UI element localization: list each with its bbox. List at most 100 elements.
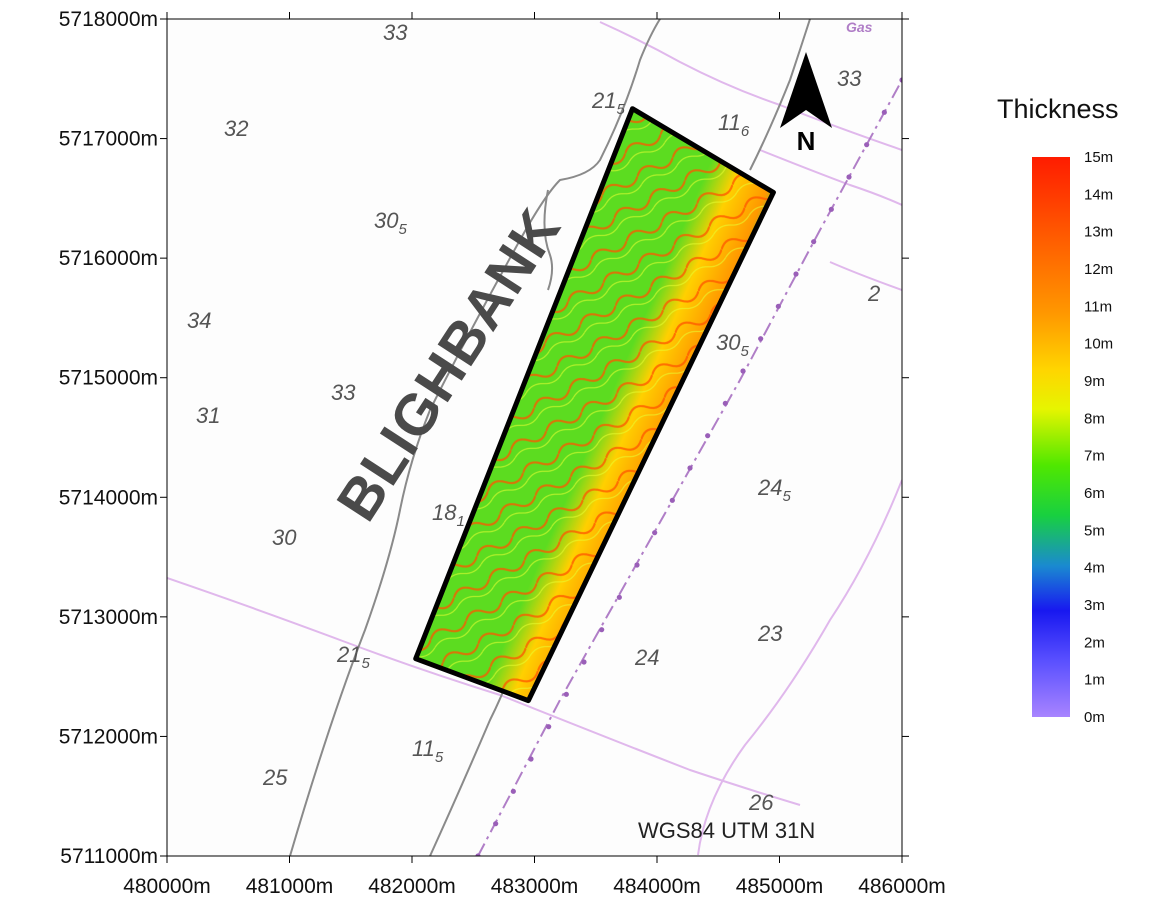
pipeline-dot xyxy=(722,400,728,406)
depth-sounding: 305 xyxy=(716,330,749,360)
depth-contour xyxy=(543,189,554,291)
legend-label: 9m xyxy=(1084,373,1105,390)
pipeline-markers xyxy=(475,77,902,856)
depth-sounding: 32 xyxy=(224,116,248,141)
legend-label: 6m xyxy=(1084,485,1105,502)
depth-sounding: 116 xyxy=(718,110,750,140)
pipeline-dot xyxy=(475,853,481,856)
legend-title: Thickness xyxy=(997,94,1119,124)
cable-line xyxy=(599,21,902,151)
thickness-legend: Thickness 15m 14m 13m 12m 11m 10m 9m 8m 7m 6m 5m 4m… xyxy=(997,94,1119,726)
y-tick-label: 5716000m xyxy=(59,247,158,270)
pipeline-dot xyxy=(864,142,870,148)
legend-label: 5m xyxy=(1084,522,1105,539)
y-axis: 5718000m 5717000m 5716000m 5715000m 5714000m… xyxy=(59,8,909,868)
survey-area xyxy=(413,106,776,704)
y-tick-label: 5711000m xyxy=(60,845,158,868)
north-label: N xyxy=(797,126,816,156)
depth-contour xyxy=(289,19,661,856)
pipeline-dot xyxy=(740,368,746,374)
depth-sounding: 31 xyxy=(196,403,220,428)
legend-label: 7m xyxy=(1084,448,1105,465)
pipeline-dot xyxy=(669,497,675,503)
legend-label: 11m xyxy=(1084,298,1112,315)
x-axis: 480000m 481000m 482000m 483000m 484000m 48500… xyxy=(123,12,946,898)
pipeline-dot xyxy=(828,206,834,212)
cable-line xyxy=(829,261,902,291)
depth-contour xyxy=(749,19,811,171)
pipeline-dot xyxy=(811,239,817,245)
legend-label: 8m xyxy=(1084,410,1105,427)
north-arrow-right xyxy=(806,52,832,128)
legend-label: 4m xyxy=(1084,560,1105,577)
nautical-chart-layer: 33 32 215 116 33 305 34 33 31 305 245 18… xyxy=(167,19,902,856)
survey-area-outline xyxy=(413,106,776,704)
legend-label: 0m xyxy=(1084,709,1105,726)
legend-label: 10m xyxy=(1084,336,1113,353)
x-tick-label: 485000m xyxy=(736,875,824,898)
legend-colorbar xyxy=(1032,157,1070,717)
depth-sounding: 25 xyxy=(262,765,288,790)
x-tick-label: 483000m xyxy=(491,875,579,898)
legend-label: 14m xyxy=(1084,186,1113,203)
north-arrow: N xyxy=(780,52,832,156)
pipeline-dot xyxy=(793,271,799,277)
pipeline-dot xyxy=(616,594,622,600)
depth-sounding: 181 xyxy=(432,500,465,530)
x-tick-label: 482000m xyxy=(368,875,456,898)
cable-line xyxy=(167,577,801,806)
thickness-ripples xyxy=(415,108,774,701)
x-tick-label: 481000m xyxy=(246,875,334,898)
y-tick-label: 5715000m xyxy=(59,367,158,390)
depth-sounding: 34 xyxy=(187,308,211,333)
legend-label: 13m xyxy=(1084,224,1113,241)
y-tick-label: 5714000m xyxy=(59,486,158,509)
x-tick-label: 484000m xyxy=(613,875,701,898)
x-tick-label: 486000m xyxy=(858,875,946,898)
depth-sounding: 2 xyxy=(867,281,880,306)
pipeline-dot xyxy=(881,109,887,115)
pipeline-dot xyxy=(705,433,711,439)
pipeline-dot xyxy=(652,530,658,536)
pipeline-dot xyxy=(493,821,499,827)
pipeline-dot xyxy=(563,691,569,697)
y-tick-label: 5712000m xyxy=(59,725,158,748)
pipeline-dot xyxy=(528,756,534,762)
pipeline-dot xyxy=(546,724,552,730)
depth-sounding: 33 xyxy=(837,66,862,91)
depth-sounding: 33 xyxy=(383,20,408,45)
crs-label: WGS84 UTM 31N xyxy=(638,818,815,843)
depth-sounding: 215 xyxy=(336,642,370,672)
pipeline-dot xyxy=(581,659,587,665)
pipeline-dot xyxy=(899,77,902,83)
cable-line xyxy=(759,149,902,206)
pipeline-dot xyxy=(510,788,516,794)
y-tick-label: 5713000m xyxy=(59,606,158,629)
pipeline-dot xyxy=(599,627,605,633)
depth-sounding: 23 xyxy=(757,621,783,646)
legend-label: 2m xyxy=(1084,634,1105,651)
legend-labels: 15m 14m 13m 12m 11m 10m 9m 8m 7m 6m 5m 4m 3m 2m 1m 0m xyxy=(1084,149,1113,726)
north-arrow-left xyxy=(780,52,806,128)
gas-label: Gas xyxy=(846,19,873,35)
y-tick-label: 5717000m xyxy=(59,128,158,151)
depth-sounding: 305 xyxy=(374,208,407,238)
depth-sounding: 215 xyxy=(591,88,625,118)
legend-label: 15m xyxy=(1084,149,1113,166)
depth-sounding: 33 xyxy=(331,380,356,405)
depth-sounding: 115 xyxy=(412,736,444,766)
pipeline-dot xyxy=(758,336,764,342)
pipeline-dot xyxy=(846,174,852,180)
pipeline-dot xyxy=(687,465,693,471)
pipeline-dot xyxy=(775,303,781,309)
legend-label: 1m xyxy=(1084,672,1105,689)
depth-sounding: 30 xyxy=(272,525,297,550)
legend-label: 12m xyxy=(1084,261,1113,278)
depth-sounding: 24 xyxy=(634,645,659,670)
depth-sounding: 245 xyxy=(757,475,791,505)
legend-label: 3m xyxy=(1084,597,1105,614)
cable-line xyxy=(697,479,902,856)
x-tick-label: 480000m xyxy=(123,875,211,898)
pipeline-dot xyxy=(634,562,640,568)
